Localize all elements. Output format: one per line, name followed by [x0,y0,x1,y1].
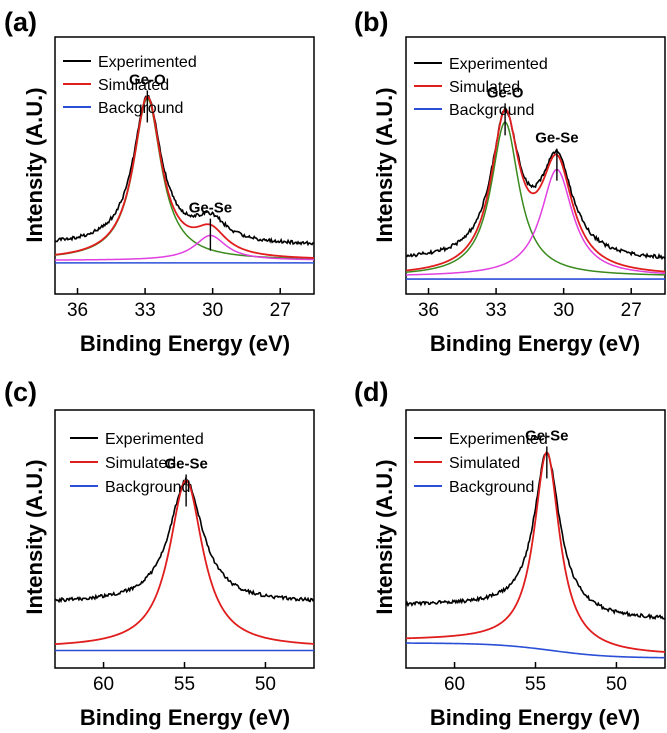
x-tick-label: 55 [525,674,546,695]
series-simulated [54,95,315,259]
plot-curves [405,451,666,659]
x-axis-ticks: 60 55 50 [93,662,276,695]
series-experimented [405,452,666,621]
legend-entry: Simulated [105,455,176,472]
y-axis-title: Intensity (A.U.) [372,87,397,242]
peak-label: Ge-Se [164,456,207,473]
series-experimented [54,476,315,604]
x-axis-title: Binding Energy (eV) [80,331,290,356]
x-tick-label: 30 [553,300,574,321]
panel-d: (d) Intensity (A.U.) Binding Energy (eV)… [354,377,666,730]
panel-b: (b) Intensity (A.U.) Binding Energy (eV)… [354,7,666,356]
x-tick-label: 27 [270,300,291,321]
legend-entry: Simulated [449,455,520,472]
plot-frame [54,36,315,295]
legend-entry: Background [98,100,183,117]
panel-label: (c) [4,377,37,407]
panel-label: (b) [354,7,388,37]
x-tick-label: 30 [202,300,223,321]
peak-annotations: Ge-Se [525,427,569,479]
legend-entry: Background [449,102,534,119]
legend-entry: Experimented [449,431,548,448]
peak-annotations: Ge-O Ge-Se [487,84,579,181]
legend: Experimented Simulated Background [70,431,204,496]
series-experimented [54,95,315,247]
x-tick-label: 33 [135,300,156,321]
panel-label: (a) [4,7,37,37]
series-component [55,234,315,261]
peak-label: Ge-O [487,84,524,101]
plot-frame [54,409,315,669]
x-axis-ticks: 60 55 50 [444,662,627,695]
x-tick-label: 50 [255,674,276,695]
legend-entry: Background [105,479,190,496]
x-tick-label: 60 [444,674,465,695]
series-background [406,642,666,659]
x-tick-label: 60 [93,674,114,695]
legend: Experimented Simulated Background [414,56,548,119]
plot-curves [54,476,315,652]
plot-curves [54,95,315,264]
peak-label: Ge-Se [525,427,568,444]
legend-entry: Simulated [98,77,169,94]
series-simulated [405,108,666,273]
y-axis-title: Intensity (A.U.) [372,459,397,614]
peak-label: Ge-Se [535,130,578,147]
x-tick-label: 36 [67,300,88,321]
peak-annotations: Ge-Se [164,456,208,507]
peak-label: Ge-O [129,71,166,88]
y-axis-title: Intensity (A.U.) [22,87,47,242]
x-axis-ticks: 36 33 30 27 [418,288,642,321]
y-axis-title: Intensity (A.U.) [22,459,47,614]
x-tick-label: 36 [418,300,439,321]
peak-annotations: Ge-O Ge-Se [129,71,232,251]
legend-entry: Experimented [105,431,204,448]
x-tick-label: 50 [606,674,627,695]
legend: Experimented Simulated Background [414,431,548,496]
legend: Experimented Simulated Background [63,54,197,117]
plot-curves [405,107,666,280]
panel-label: (d) [354,377,388,407]
series-component [405,121,666,276]
series-simulated [54,479,315,645]
legend-entry: Experimented [449,56,548,73]
legend-entry: Experimented [98,54,197,71]
series-simulated [405,451,666,653]
plot-frame [405,36,666,295]
legend-entry: Simulated [449,79,520,96]
legend-entry: Background [449,479,534,496]
x-axis-title: Binding Energy (eV) [80,705,290,730]
peak-label: Ge-Se [189,200,232,217]
panel-a: (a) Intensity (A.U.) Binding Energy (eV)… [4,7,315,356]
series-component [405,168,666,276]
x-axis-title: Binding Energy (eV) [430,705,640,730]
x-tick-label: 27 [621,300,642,321]
x-axis-title: Binding Energy (eV) [430,331,640,356]
x-tick-label: 55 [174,674,195,695]
x-axis-ticks: 36 33 30 27 [67,288,291,321]
series-experimented [405,107,666,261]
x-tick-label: 33 [486,300,507,321]
panel-c: (c) Intensity (A.U.) Binding Energy (eV)… [4,377,315,730]
plot-frame [405,409,666,669]
series-component [54,97,315,260]
